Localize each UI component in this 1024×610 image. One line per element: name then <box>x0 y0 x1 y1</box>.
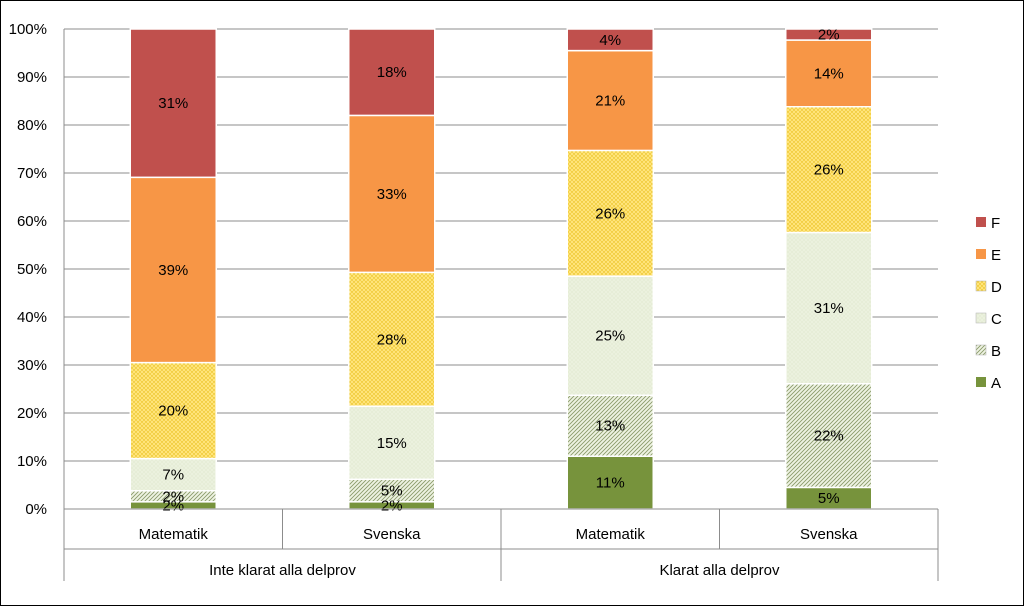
y-tick-label: 80% <box>17 117 47 134</box>
bar-segment-E <box>785 39 873 108</box>
data-label-E: 21% <box>595 93 625 110</box>
data-label-C: 25% <box>595 328 625 345</box>
bar-segment-B <box>785 382 873 489</box>
legend-swatch-A <box>976 377 986 387</box>
bar-segment-D <box>785 106 873 234</box>
legend-swatch-F <box>976 217 986 227</box>
legend-label-F: F <box>991 215 1000 232</box>
data-label-F: 4% <box>599 32 621 49</box>
legend-label-C: C <box>991 311 1002 328</box>
bar-segment-D <box>129 361 217 460</box>
legend-label-B: B <box>991 343 1001 360</box>
y-tick-label: 60% <box>17 213 47 230</box>
legend-label-A: A <box>991 375 1001 392</box>
x-category-label: Svenska <box>363 526 421 543</box>
data-label-C: 31% <box>814 300 844 317</box>
y-tick-label: 50% <box>17 261 47 278</box>
y-tick-label: 20% <box>17 405 47 422</box>
y-tick-label: 70% <box>17 165 47 182</box>
bar-segment-A <box>566 455 654 510</box>
legend-swatch-C <box>975 312 987 324</box>
bar-segment-E <box>129 176 217 364</box>
x-category-label: Matematik <box>576 526 646 543</box>
y-tick-label: 30% <box>17 357 47 374</box>
data-label-A: 5% <box>818 490 840 507</box>
bar-segment-D <box>348 271 436 408</box>
bar-segment-C <box>566 275 654 396</box>
data-label-A: 11% <box>596 475 625 492</box>
axes: 0% 10% 20% 30% 40% 50% 60% 70% 80% 90% 100% Matemat… <box>9 21 939 581</box>
x-category-label: Matematik <box>139 526 209 543</box>
bar-segment-F <box>348 28 436 117</box>
data-label-A: 2% <box>162 497 184 514</box>
x-group-label: Inte klarat alla delprov <box>209 562 356 579</box>
bar-segment-D <box>566 149 654 277</box>
data-label-B: 22% <box>814 428 844 445</box>
data-label-C: 15% <box>377 435 407 452</box>
data-label-D: 28% <box>377 331 407 348</box>
legend-swatch-D <box>975 280 987 292</box>
data-label-A: 2% <box>381 497 403 514</box>
data-label-E: 33% <box>377 186 407 203</box>
data-label-F: 18% <box>377 64 407 81</box>
data-label-B: 13% <box>595 418 625 435</box>
legend-label-E: E <box>991 247 1001 264</box>
y-tick-label: 0% <box>25 501 47 518</box>
data-label-F: 31% <box>158 95 188 112</box>
y-tick-label: 10% <box>17 453 47 470</box>
data-label-D: 26% <box>595 205 625 222</box>
data-label-C: 7% <box>162 467 184 484</box>
data-label-F: 2% <box>818 27 840 44</box>
bar-segment-C <box>348 405 436 480</box>
bar-segment-B <box>566 394 654 457</box>
bar-segment-F <box>785 28 873 41</box>
bar-segment-C <box>785 231 873 385</box>
legend-swatch-E <box>976 249 986 259</box>
bar-segment-E <box>566 49 654 152</box>
data-label-B: 2% <box>162 488 184 505</box>
legend-label-D: D <box>991 279 1002 296</box>
y-tick-label: 40% <box>17 309 47 326</box>
x-category-label: Svenska <box>800 526 858 543</box>
data-label-D: 26% <box>814 162 844 179</box>
data-label-B: 5% <box>381 483 403 500</box>
x-group-label: Klarat alla delprov <box>659 562 780 579</box>
y-tick-label: 90% <box>17 69 47 86</box>
bars: 2%2%7%20%39%31%2%5%15%28%33%18%11%13%25%… <box>129 27 873 514</box>
y-tick-label: 100% <box>9 21 47 38</box>
data-label-E: 39% <box>158 262 188 279</box>
bar-segment-F <box>129 28 217 179</box>
data-label-D: 20% <box>158 403 188 420</box>
bar-segment-F <box>566 28 654 52</box>
legend-swatch-B <box>975 344 987 356</box>
data-label-E: 14% <box>814 65 844 82</box>
